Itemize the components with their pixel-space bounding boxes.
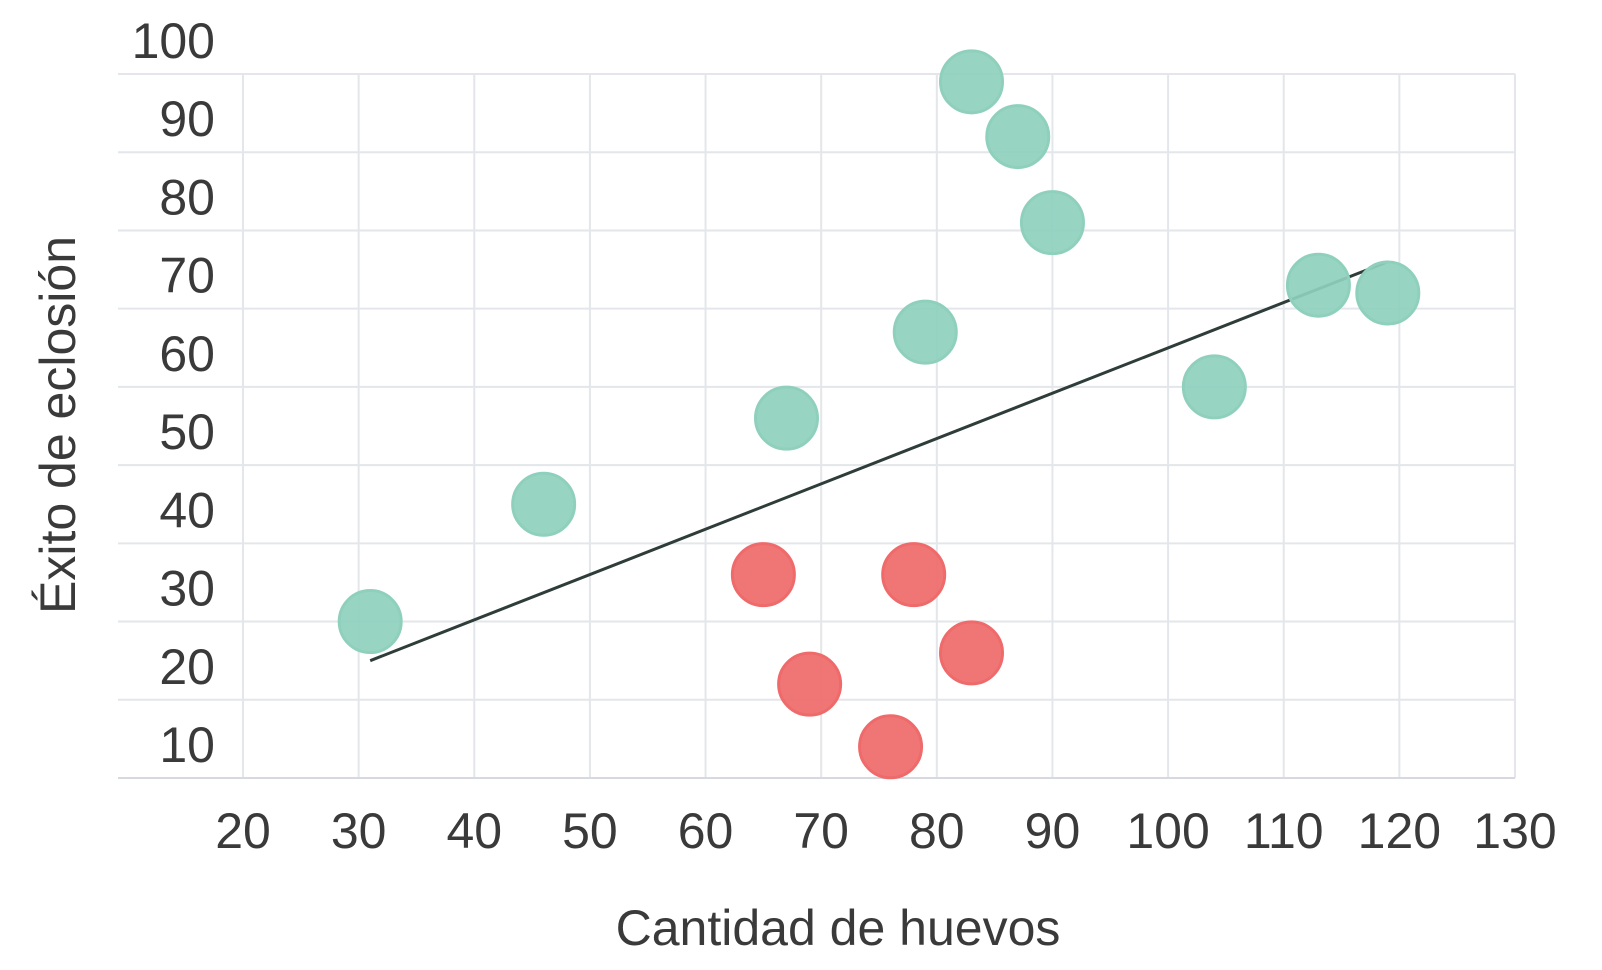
points-layer	[337, 49, 1421, 780]
y-tick-label-100: 100	[132, 13, 215, 69]
data-point-s0-8	[1285, 252, 1351, 318]
x-tick-label-80: 80	[909, 803, 965, 859]
x-tick-label-40: 40	[446, 803, 502, 859]
data-point-s0-1	[511, 471, 577, 537]
tick-labels: 20 30 40 50 60 70 80 90 100 110 120 130102030405060…	[132, 13, 1557, 859]
y-tick-label-80: 80	[159, 169, 215, 225]
data-point-s0-5	[985, 104, 1051, 170]
data-point-s0-6	[1019, 190, 1085, 256]
y-tick-label-50: 50	[159, 404, 215, 460]
y-tick-label-40: 40	[159, 482, 215, 538]
trendline-layer	[369, 260, 1389, 663]
x-tick-label-50: 50	[562, 803, 618, 859]
data-point-s0-4	[939, 49, 1005, 115]
x-axis-title: Cantidad de huevos	[616, 900, 1061, 956]
data-point-s0-9	[1355, 260, 1421, 326]
x-tick-label-20: 20	[215, 803, 271, 859]
data-point-s1-4	[939, 620, 1005, 686]
x-tick-label-120: 120	[1358, 803, 1441, 859]
data-point-s0-2	[753, 385, 819, 451]
y-tick-label-70: 70	[159, 248, 215, 304]
x-tick-label-30: 30	[331, 803, 387, 859]
data-point-s0-3	[892, 299, 958, 365]
y-tick-label-20: 20	[159, 639, 215, 695]
y-tick-label-60: 60	[159, 326, 215, 382]
data-point-s1-1	[777, 651, 843, 717]
data-point-s1-3	[881, 542, 947, 608]
data-point-s0-0	[337, 589, 403, 655]
x-tick-label-60: 60	[678, 803, 734, 859]
y-tick-label-30: 30	[159, 561, 215, 617]
x-tick-label-130: 130	[1473, 803, 1556, 859]
data-point-s0-7	[1181, 354, 1247, 420]
x-tick-label-100: 100	[1126, 803, 1209, 859]
y-axis-title: Éxito de eclosión	[30, 236, 86, 614]
data-point-s1-2	[858, 714, 924, 780]
y-tick-label-10: 10	[159, 717, 215, 773]
data-point-s1-0	[730, 542, 796, 608]
y-tick-label-90: 90	[159, 91, 215, 147]
trend-line	[369, 260, 1389, 663]
x-tick-label-90: 90	[1025, 803, 1081, 859]
x-tick-label-70: 70	[793, 803, 849, 859]
x-tick-label-110: 110	[1244, 803, 1324, 859]
